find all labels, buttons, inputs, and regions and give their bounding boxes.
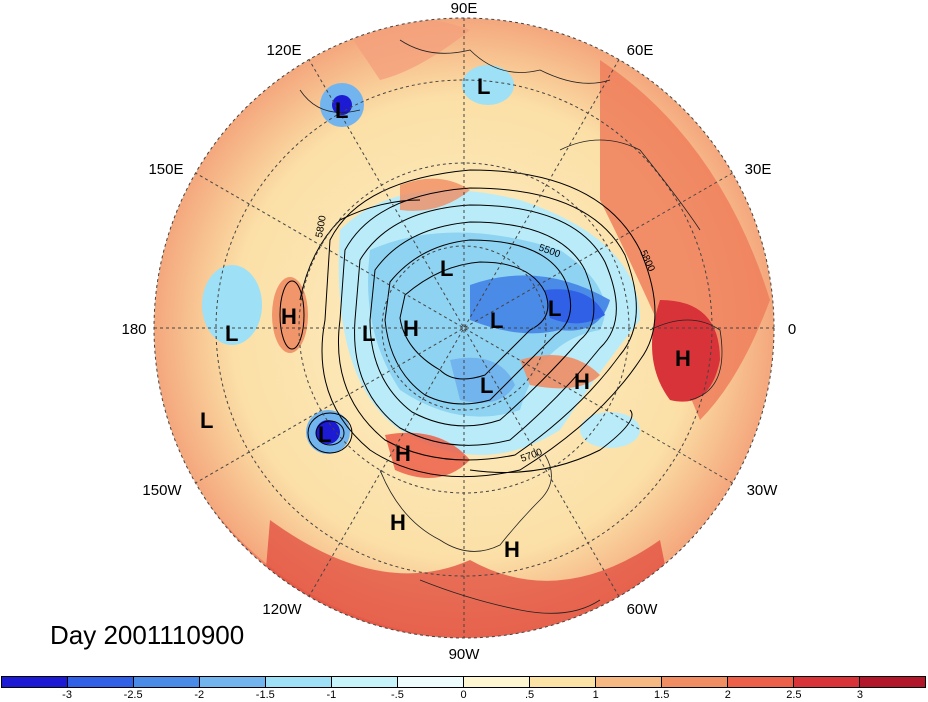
- lon-label-120e: 120E: [266, 42, 301, 59]
- lon-label-60e: 60E: [627, 42, 654, 59]
- coastlines: [299, 39, 723, 614]
- colorbar-tick-label: .5: [524, 689, 535, 701]
- low-center-label: L: [490, 308, 503, 333]
- colorbar-box: [596, 677, 662, 687]
- contour-label: 5800: [314, 214, 329, 238]
- colorbar-tick-label: -3: [62, 689, 72, 701]
- high-center-label: H: [281, 304, 297, 329]
- colorbar-box: [530, 677, 596, 687]
- lon-label-60w: 60W: [627, 601, 659, 618]
- lon-label-30e: 30E: [745, 161, 772, 178]
- colorbar-tick-label: -.5: [391, 689, 404, 701]
- lat-lon-grid: [154, 18, 774, 638]
- colorbar-box: [332, 677, 398, 687]
- high-center-label: H: [504, 537, 520, 562]
- low-center-label: L: [440, 256, 453, 281]
- colorbar-box: [662, 677, 728, 687]
- colorbar-tick-label: 0: [460, 689, 467, 701]
- colorbar-tick-label: 2: [724, 689, 731, 701]
- low-center-label: L: [318, 422, 331, 447]
- lon-label-180: 180: [121, 321, 146, 338]
- colorbar-box: [728, 677, 794, 687]
- colorbar-tick-label: 1: [592, 689, 599, 701]
- colorbar-box: [398, 677, 464, 687]
- colorbar-box: [134, 677, 200, 687]
- lon-label-150e: 150E: [148, 161, 183, 178]
- polar-map: 5800 5500 5800 5700 L L L L L L L L L L …: [121, 0, 796, 663]
- lon-label-90e: 90E: [451, 0, 478, 17]
- lon-label-30w: 30W: [747, 482, 779, 499]
- low-center-label: L: [225, 321, 238, 346]
- high-center-label: H: [574, 369, 590, 394]
- anomaly-field: [154, 18, 774, 638]
- colorbar-tick-label: 1.5: [654, 689, 670, 701]
- low-center-label: L: [548, 296, 561, 321]
- colorbar-tick-label: -1.5: [255, 689, 275, 701]
- day-label: Day 2001110900: [50, 620, 245, 650]
- lon-label-120w: 120W: [262, 601, 302, 618]
- high-center-label: H: [675, 346, 691, 371]
- low-center-label: L: [335, 98, 348, 123]
- map-boundary: [153, 17, 775, 639]
- low-center-label: L: [200, 408, 213, 433]
- low-center-label: L: [362, 321, 375, 346]
- colorbar-tick-labels: -3 -2.5 -2 -1.5 -1 -.5 0 .5 1 1.5 2 2.5 3: [1, 689, 926, 702]
- lon-label-90w: 90W: [449, 646, 481, 663]
- colorbar-box: [68, 677, 134, 687]
- colorbar-box: [464, 677, 530, 687]
- low-center-label: L: [477, 74, 490, 99]
- high-center-label: H: [403, 316, 419, 341]
- lon-label-0: 0: [788, 321, 796, 338]
- colorbar-tick-label: 2.5: [786, 689, 802, 701]
- lon-label-150w: 150W: [142, 482, 182, 499]
- colorbar-tick-label: -2: [194, 689, 205, 701]
- colorbar-box: [200, 677, 266, 687]
- height-contours: [279, 169, 656, 478]
- high-center-label: H: [390, 510, 406, 535]
- high-center-label: H: [395, 441, 411, 466]
- colorbar-box: [860, 677, 925, 687]
- colorbar: [1, 676, 926, 688]
- colorbar-box: [794, 677, 860, 687]
- colorbar-tick-label: -1: [326, 689, 337, 701]
- colorbar-tick-label: 3: [856, 689, 863, 701]
- colorbar-box: [2, 677, 68, 687]
- low-center-label: L: [480, 373, 493, 398]
- colorbar-tick-label: -2.5: [123, 689, 143, 701]
- colorbar-box: [266, 677, 332, 687]
